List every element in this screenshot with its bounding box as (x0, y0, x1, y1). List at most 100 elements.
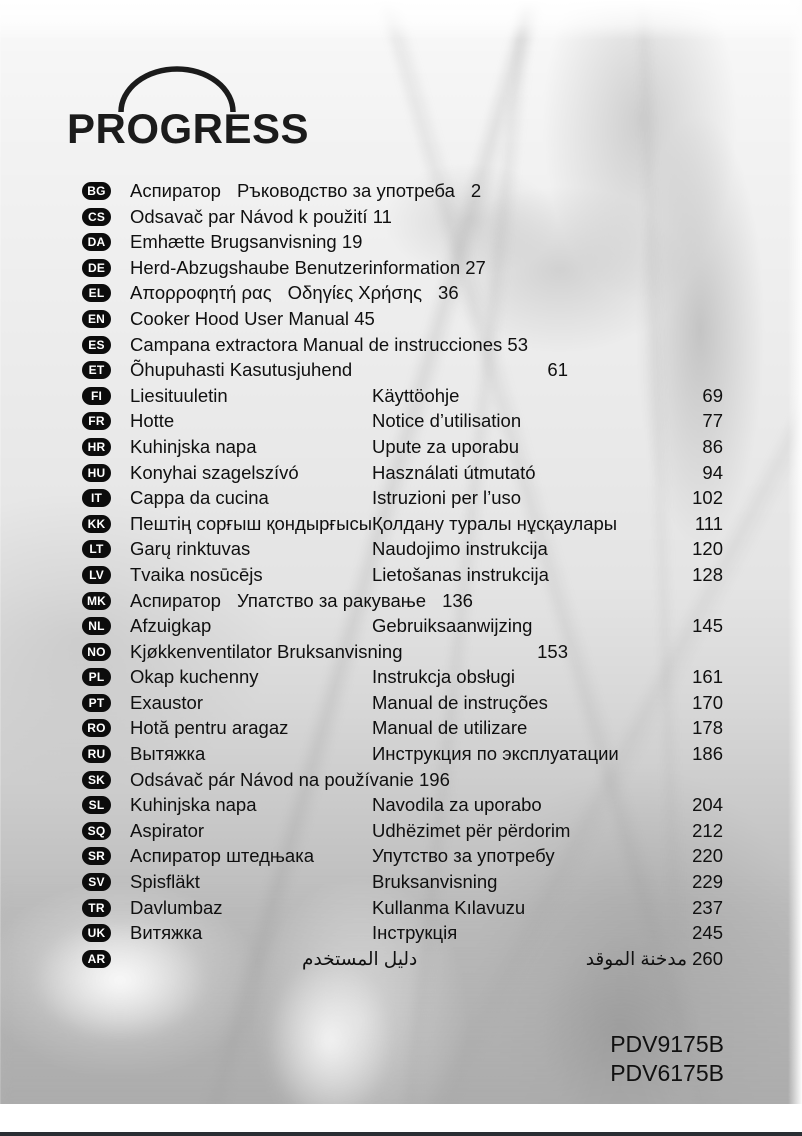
language-badge: FI (82, 386, 111, 405)
list-item: EN Cooker Hood User Manual 45 (82, 306, 727, 332)
language-badge: EL (82, 284, 111, 303)
list-item: NL Afzuigkap Gebruiksaanwijzing 145 (82, 613, 727, 639)
manual-title: Udhëzimet për përdorim (372, 819, 571, 841)
manual-title: Упатство за ракување (236, 589, 427, 611)
page-number: 260 (692, 947, 723, 969)
manual-title: Gebruiksaanwijzing (372, 615, 533, 637)
page-number: 120 (692, 538, 723, 560)
product-name: Вытяжка (130, 743, 206, 765)
page-number: 102 (692, 487, 723, 509)
list-item: IT Cappa da cucina Istruzioni per l’uso … (82, 485, 727, 511)
language-badge: MK (82, 591, 111, 610)
list-item: ET Õhupuhasti Kasutusjuhend 61 (82, 357, 727, 383)
manual-title: Návod na používanie (240, 768, 414, 790)
product-name: Afzuigkap (130, 615, 212, 637)
page-number: 178 (692, 717, 723, 739)
page-number: 45 (354, 307, 375, 329)
page-number: 204 (692, 794, 723, 816)
product-name: Hotte (130, 410, 175, 432)
list-item: EL Απορροφητή ρας Οδηγίες Χρήσης 36 (82, 280, 727, 306)
product-name: Cooker Hood (130, 307, 240, 329)
list-item: BG Аспиратор Ръководство за употреба 2 (82, 178, 727, 204)
product-name: Cappa da cucina (130, 487, 269, 509)
language-badge: AR (82, 949, 111, 968)
list-item: FI Liesituuletin Käyttöohje 69 (82, 383, 727, 409)
background-top-fade (0, 0, 802, 40)
page-number: 2 (470, 180, 482, 201)
page-number: 245 (692, 922, 723, 944)
page-number: 128 (692, 563, 723, 585)
list-item: CS Odsavač par Návod k použití 11 (82, 204, 727, 230)
language-badge: DE (82, 258, 111, 277)
entry-text: Απορροφητή ρας Οδηγίες Χρήσης 36 (130, 280, 459, 306)
language-badge: SR (82, 847, 111, 866)
entry-text: Cooker Hood User Manual 45 (130, 306, 375, 332)
product-name: Kuhinjska napa (130, 435, 257, 457)
manual-title: Istruzioni per l’uso (372, 487, 522, 509)
list-item: LV Tvaika nosūcējs Lietošanas instrukcij… (82, 562, 727, 588)
manual-title: Naudojimo instrukcija (372, 538, 548, 560)
product-name: Konyhai szagelszívó (130, 461, 299, 483)
product-name: Kjøkkenventilator (130, 640, 272, 662)
product-name: Õhupuhasti (130, 359, 225, 381)
product-name: Herd-Abzugshaube (130, 256, 290, 278)
page-number: 237 (692, 896, 723, 918)
brand-name: PROGRESS (67, 105, 310, 152)
list-item: TR Davlumbaz Kullanma Kılavuzu 237 (82, 895, 727, 921)
entry-text: Kjøkkenventilator Bruksanvisning (130, 639, 403, 665)
manual-title: Benutzerinformation (294, 256, 461, 278)
list-item: PL Okap kuchenny Instrukcja obsługi 161 (82, 664, 727, 690)
language-badge: SQ (82, 821, 111, 840)
entry-text: Odsavač par Návod k použití 11 (130, 204, 392, 230)
arc-icon (118, 66, 236, 112)
product-name: Liesituuletin (130, 384, 228, 406)
product-name: Okap kuchenny (130, 666, 259, 688)
manual-title: Használati útmutató (372, 461, 536, 483)
language-badge: DA (82, 233, 111, 252)
manual-title: Lietošanas instrukcija (372, 563, 549, 585)
manual-title: Brugsanvisning (210, 231, 337, 253)
page-number: 69 (702, 384, 723, 406)
manual-title: Navodila za uporabo (372, 794, 542, 816)
list-item: UK Витяжка Інструкція 245 (82, 920, 727, 946)
page-number: 145 (692, 615, 723, 637)
manual-title: Návod k použití (240, 205, 368, 227)
entry-text: Õhupuhasti Kasutusjuhend (130, 357, 352, 383)
language-badge: FR (82, 412, 111, 431)
list-item: RU Вытяжка Инструкция по эксплуатации 18… (82, 741, 727, 767)
product-name: Odsávač pár (130, 768, 235, 790)
language-badge: ET (82, 361, 111, 380)
language-badge: KK (82, 514, 111, 533)
page-number: 111 (694, 512, 723, 534)
language-badge: TR (82, 898, 111, 917)
product-name: Kuhinjska napa (130, 794, 257, 816)
language-badge: CS (82, 207, 111, 226)
manual-title: Käyttöohje (372, 384, 460, 406)
page-number: 153 (537, 640, 568, 662)
page-number: 61 (547, 359, 568, 381)
page-number: 196 (419, 768, 450, 790)
language-badge: PT (82, 693, 111, 712)
list-item: DE Herd-Abzugshaube Benutzerinformation … (82, 255, 727, 281)
page-number: 186 (692, 743, 723, 765)
page-number: 77 (702, 410, 723, 432)
language-badge: UK (82, 924, 111, 943)
manual-title: Bruksanvisning (277, 640, 403, 662)
language-badge: BG (82, 182, 111, 200)
entry-text: Emhætte Brugsanvisning 19 (130, 229, 362, 255)
page-number: 19 (341, 231, 363, 253)
manual-title: Instrukcja obsługi (372, 666, 515, 688)
language-badge: ES (82, 335, 111, 354)
page-number: 53 (507, 333, 528, 355)
manual-title: Инструкция по эксплуатации (372, 743, 619, 765)
list-item: SV Spisfläkt Bruksanvisning 229 (82, 869, 727, 895)
language-badge: RU (82, 745, 111, 764)
manual-title: User Manual (244, 307, 350, 329)
language-badge: PL (82, 668, 111, 687)
page-number: 212 (692, 819, 723, 841)
background-right-fade (788, 0, 802, 1104)
list-item: FR Hotte Notice d’utilisation 77 (82, 408, 727, 434)
product-name: مدخنة الموقد (585, 947, 687, 969)
list-item: SR Аспиратор штедњака Упутство за употре… (82, 843, 727, 869)
list-item: LT Garų rinktuvas Naudojimo instrukcija … (82, 536, 727, 562)
